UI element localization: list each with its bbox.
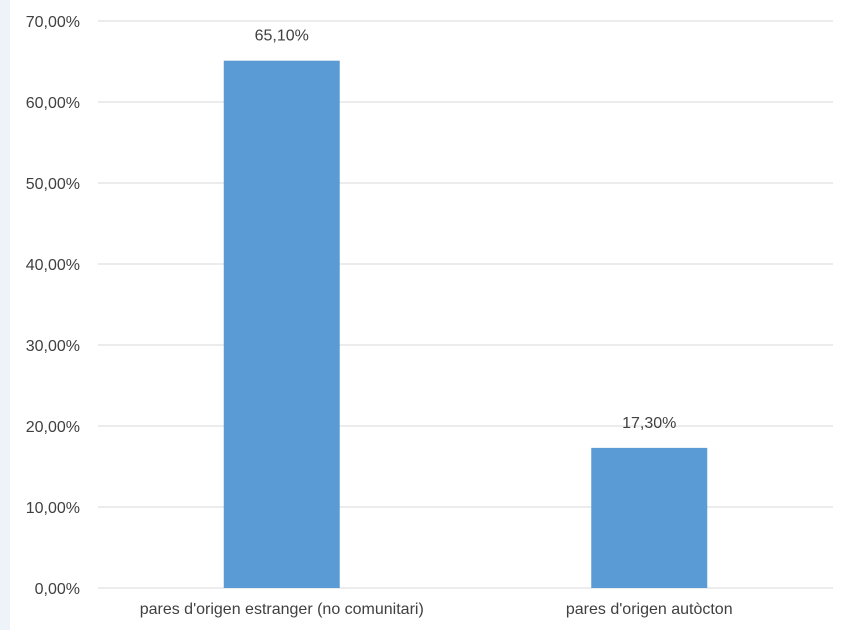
bar	[223, 60, 340, 588]
y-tick-label: 10,00%	[26, 500, 80, 517]
data-labels: 65,10% 17,30%	[255, 28, 677, 432]
y-tick-label: 20,00%	[26, 419, 80, 436]
y-tick-label: 50,00%	[26, 176, 80, 193]
data-label: 17,30%	[622, 415, 676, 432]
data-label: 65,10%	[255, 28, 309, 45]
bars	[223, 60, 708, 588]
category-label: pares d'origen estranger (no comunitari)	[140, 601, 424, 618]
gridlines	[98, 20, 833, 589]
category-label: pares d'origen autòcton	[566, 601, 733, 618]
y-tick-label: 30,00%	[26, 338, 80, 355]
y-tick-label: 40,00%	[26, 257, 80, 274]
category-labels: pares d'origen estranger (no comunitari)…	[140, 601, 733, 618]
y-tick-label: 60,00%	[26, 95, 80, 112]
y-tick-label: 70,00%	[26, 14, 80, 31]
y-tick-label: 0,00%	[35, 581, 80, 598]
bar	[591, 447, 708, 588]
left-edge-band	[0, 0, 10, 630]
y-axis-tick-labels: 0,00% 10,00% 20,00% 30,00% 40,00% 50,00% 60,00…	[26, 14, 80, 598]
